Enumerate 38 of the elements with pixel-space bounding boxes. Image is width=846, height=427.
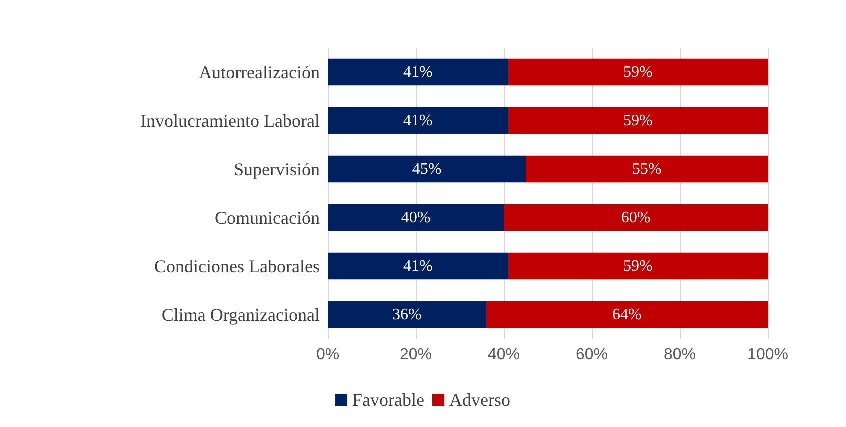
data-label: 59% (624, 258, 653, 275)
bar (328, 107, 508, 134)
x-tick-label: 40% (488, 346, 520, 364)
y-tick-label: Comunicación (215, 208, 320, 228)
data-label: 41% (404, 258, 433, 275)
data-label: 64% (612, 306, 642, 324)
bar (486, 301, 768, 328)
x-tick-label: 100% (748, 346, 788, 364)
legend-label: Favorable (352, 390, 425, 410)
x-tick-label: 60% (576, 346, 608, 364)
data-label: 55% (632, 160, 662, 178)
y-tick-label: Involucramiento Laboral (140, 110, 320, 131)
bar (504, 204, 768, 232)
data-label: 59% (624, 112, 653, 130)
data-label: 59% (624, 64, 653, 81)
y-tick-label: Supervisión (234, 159, 320, 180)
legend-label: Adverso (449, 390, 510, 410)
bar (328, 58, 508, 86)
data-label: 36% (392, 306, 422, 324)
bar (328, 301, 486, 328)
data-label: 41% (404, 64, 433, 81)
data-label: 60% (621, 209, 651, 226)
bar (328, 204, 504, 232)
x-tick-label: 0% (316, 346, 340, 364)
bar (508, 58, 768, 86)
y-tick-label: Condiciones Laborales (154, 256, 320, 276)
bar (526, 156, 768, 183)
x-tick-label: 20% (400, 346, 432, 364)
bar (508, 252, 768, 280)
bar (328, 156, 526, 183)
y-tick-label: Autorrealización (199, 62, 320, 82)
data-label: 45% (412, 160, 442, 178)
bar (328, 252, 508, 280)
data-label: 40% (401, 209, 431, 226)
y-tick-label: Clima Organizacional (162, 304, 320, 325)
x-tick-label: 80% (664, 346, 696, 364)
data-label: 41% (404, 112, 433, 130)
bar (508, 107, 768, 134)
